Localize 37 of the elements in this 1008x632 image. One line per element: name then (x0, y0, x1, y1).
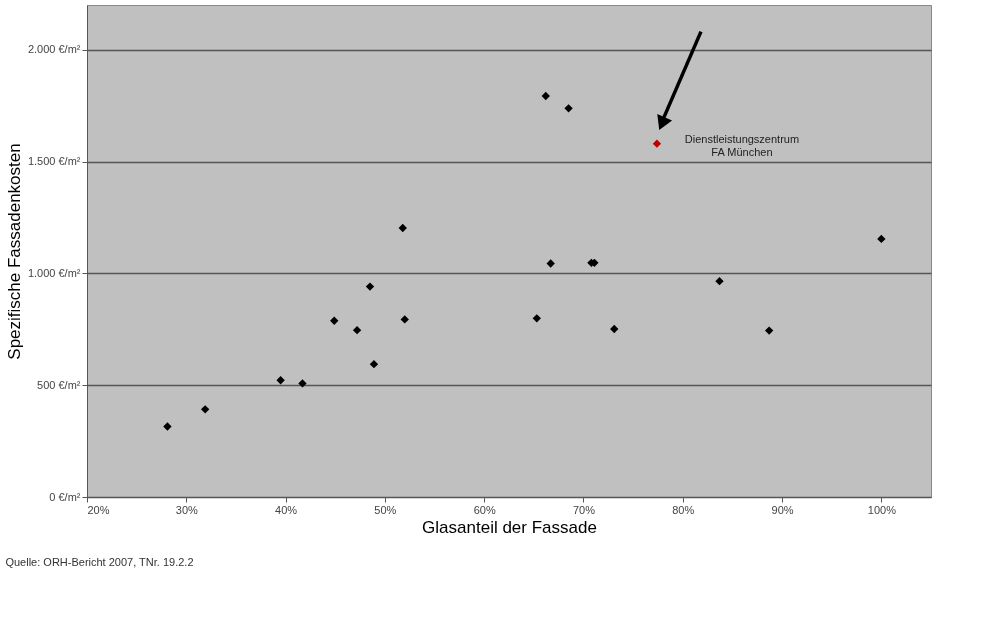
point (532, 314, 541, 323)
x-tick-label: 20% (87, 503, 110, 516)
x-tick-label: 70% (572, 503, 596, 516)
point (276, 376, 285, 385)
annotation: Dienstleistungszentrum FA München (684, 132, 800, 158)
x-axis-title: Glasanteil der Fassade (422, 517, 597, 537)
y-tick-label: 2.000 €/m² (27, 43, 81, 56)
point (541, 91, 550, 101)
point (200, 405, 210, 414)
y-tick-label: 0 €/m² (49, 490, 81, 503)
point (610, 324, 619, 334)
y-axis-title: Spezifische Fassadenkosten (4, 143, 24, 360)
point (398, 223, 407, 233)
x-tick-label: 30% (175, 503, 199, 516)
x-tick-label: 90% (771, 503, 794, 516)
point (652, 139, 662, 148)
point (163, 422, 172, 431)
point (400, 315, 409, 324)
x-tick-label: 60% (473, 503, 496, 516)
point (764, 326, 774, 335)
x-tick-label: 50% (374, 503, 397, 516)
x-tick-label: 80% (672, 503, 695, 516)
point (352, 325, 362, 335)
x-tick-label: 40% (275, 503, 298, 516)
point (365, 282, 375, 291)
source-note: Quelle: ORH-Bericht 2007, TNr. 19.2.2 (5, 556, 194, 568)
point (369, 359, 379, 369)
point (546, 259, 555, 268)
point (715, 277, 724, 286)
point (330, 316, 339, 325)
point (877, 234, 886, 244)
x-tick-label: 100% (867, 503, 897, 516)
point (564, 104, 573, 113)
y-tick-label: 500 €/m² (37, 378, 81, 391)
y-tick-label: 1.500 €/m² (27, 155, 81, 168)
point (298, 379, 307, 388)
y-tick-label: 1.000 €/m² (27, 266, 81, 279)
